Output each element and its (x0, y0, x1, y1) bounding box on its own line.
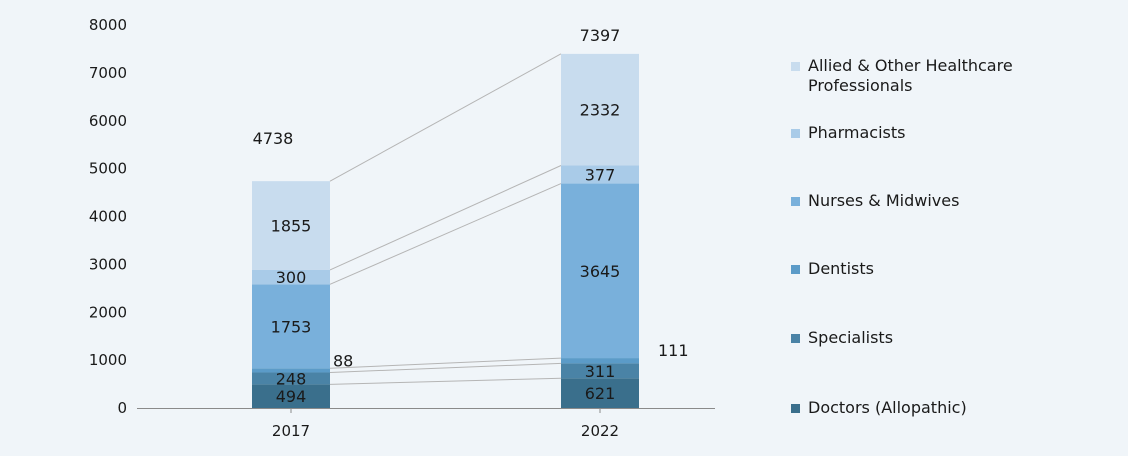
total-label: 7397 (580, 26, 621, 45)
x-axis: 2017 2022 (137, 408, 715, 440)
y-tick-label: 3000 (89, 255, 127, 273)
y-tick-label: 2000 (89, 303, 127, 321)
bar-segment (561, 363, 639, 379)
x-tick-label: 2022 (581, 422, 619, 440)
legend-swatch (791, 129, 800, 138)
bar-segment (252, 284, 330, 369)
bar-segment (252, 368, 330, 373)
y-tick-label: 0 (117, 399, 127, 417)
data-label: 248 (276, 369, 307, 388)
y-tick-label: 8000 (89, 16, 127, 34)
data-label: 3645 (580, 262, 621, 281)
bar-segment (561, 183, 639, 359)
legend-label: Dentists (808, 259, 874, 278)
connector-line (329, 53, 562, 182)
legend-label: Allied & Other Healthcare (808, 56, 1013, 75)
connector-line (329, 357, 562, 369)
legend-label: Nurses & Midwives (808, 191, 959, 210)
total-label: 4738 (253, 129, 294, 148)
connector-lines (329, 53, 562, 385)
y-tick-label: 5000 (89, 160, 127, 178)
connector-line (329, 377, 562, 385)
y-tick-label: 4000 (89, 208, 127, 226)
data-label: 1855 (271, 217, 312, 236)
legend-swatch (791, 62, 800, 71)
data-label: 88 (333, 351, 353, 370)
connector-line (329, 183, 562, 285)
legend-label: Doctors (Allopathic) (808, 398, 967, 417)
bar-segment (561, 53, 639, 166)
legend-label: Specialists (808, 328, 893, 347)
y-tick-label: 1000 (89, 351, 127, 369)
data-label: 494 (276, 387, 307, 406)
bar-segment (561, 358, 639, 364)
x-tick-label: 2017 (272, 422, 310, 440)
legend-label: Professionals (808, 76, 913, 95)
data-label: 377 (585, 166, 616, 185)
connector-line (329, 362, 562, 373)
bar-segment (561, 378, 639, 408)
bar-segment (252, 372, 330, 385)
legend-swatch (791, 265, 800, 274)
data-label: 621 (585, 384, 616, 403)
data-label: 111 (658, 341, 689, 360)
y-tick-label: 6000 (89, 112, 127, 130)
legend-swatch (791, 334, 800, 343)
legend-swatch (791, 197, 800, 206)
bar-segment (252, 269, 330, 285)
legend-swatch (791, 404, 800, 413)
data-label: 1753 (271, 317, 312, 336)
bar-segment (252, 384, 330, 408)
connector-line (329, 165, 562, 271)
legend-label: Pharmacists (808, 123, 905, 142)
data-label: 311 (585, 362, 616, 381)
data-label: 2332 (580, 101, 621, 120)
y-tick-label: 7000 (89, 64, 127, 82)
bar-segment (561, 165, 639, 184)
data-label: 300 (276, 268, 307, 287)
bar-segment (252, 181, 330, 270)
y-axis: 0 1000 2000 3000 4000 5000 6000 7000 8000 (89, 16, 127, 417)
